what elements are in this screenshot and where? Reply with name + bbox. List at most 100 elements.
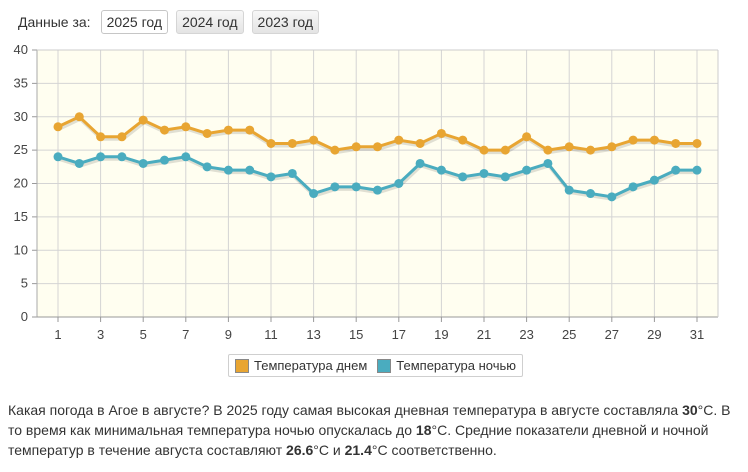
point-night xyxy=(160,155,169,165)
point-day xyxy=(436,128,446,138)
point-night xyxy=(96,152,106,162)
point-night xyxy=(117,152,127,162)
y-tick-label: 5 xyxy=(21,276,28,291)
legend-item-night[interactable]: Температура ночью xyxy=(377,358,516,373)
desc-part-1: Какая погода в Агое в августе? В 2025 го… xyxy=(8,402,683,418)
point-day xyxy=(117,132,127,142)
desc-avg-day: 26.6 xyxy=(286,442,314,458)
point-day xyxy=(479,145,489,155)
legend-item-day[interactable]: Температура днем xyxy=(235,358,367,373)
x-tick-label: 23 xyxy=(519,327,533,342)
x-tick-label: 15 xyxy=(349,327,363,342)
x-tick-label: 21 xyxy=(477,327,491,342)
point-night xyxy=(586,189,595,199)
point-night xyxy=(223,165,233,175)
point-day xyxy=(543,145,553,155)
y-tick-label: 35 xyxy=(14,75,28,90)
point-day xyxy=(309,135,319,145)
point-night xyxy=(607,192,617,202)
point-day xyxy=(607,142,617,152)
weather-description: Какая погода в Агое в августе? В 2025 го… xyxy=(8,400,738,460)
point-night xyxy=(564,185,574,195)
point-day xyxy=(287,138,297,148)
point-day xyxy=(181,122,191,132)
y-tick-label: 0 xyxy=(21,309,28,324)
legend-label-night: Температура ночью xyxy=(396,358,517,373)
point-night xyxy=(245,165,255,175)
point-night xyxy=(394,179,404,188)
point-night xyxy=(671,165,681,175)
y-tick-label: 10 xyxy=(14,242,28,257)
point-day xyxy=(266,138,276,148)
point-day xyxy=(394,135,404,145)
y-tick-label: 15 xyxy=(14,209,28,224)
x-tick-label: 1 xyxy=(54,327,61,342)
point-day xyxy=(160,125,169,135)
point-day xyxy=(96,132,106,142)
point-day xyxy=(649,135,659,145)
point-day xyxy=(500,145,510,155)
desc-part-5: °C соответственно. xyxy=(371,442,497,458)
x-tick-label: 17 xyxy=(392,327,406,342)
point-night xyxy=(415,158,425,168)
y-tick-label: 40 xyxy=(14,42,28,57)
legend-swatch-day xyxy=(235,358,249,373)
point-day xyxy=(692,138,702,148)
y-tick-label: 25 xyxy=(14,142,28,157)
chart-legend: Температура днем Температура ночью xyxy=(228,354,524,377)
point-day xyxy=(223,125,233,135)
point-day xyxy=(458,135,468,145)
point-day xyxy=(351,142,361,152)
point-day xyxy=(671,138,681,148)
point-day xyxy=(53,122,63,132)
point-day xyxy=(522,132,532,142)
point-night xyxy=(436,165,446,175)
point-night xyxy=(479,168,489,178)
point-night xyxy=(202,162,212,172)
x-tick-label: 25 xyxy=(562,327,576,342)
point-night xyxy=(266,172,276,182)
legend-label-day: Температура днем xyxy=(254,358,368,373)
point-day xyxy=(628,135,638,145)
desc-part-2: °C. В то время как минимальная температу… xyxy=(8,402,731,438)
point-day xyxy=(245,125,255,135)
year-selector-label: Данные за: xyxy=(18,14,91,30)
point-night xyxy=(458,172,468,182)
point-night xyxy=(500,172,510,182)
point-day xyxy=(564,142,574,152)
point-night xyxy=(287,168,297,178)
year-2025-button[interactable]: 2025 год xyxy=(100,10,169,34)
x-tick-label: 31 xyxy=(690,327,704,342)
point-day xyxy=(586,145,595,155)
point-night xyxy=(181,152,191,162)
point-night xyxy=(138,158,148,168)
desc-part-4: °C и xyxy=(313,442,345,458)
point-day xyxy=(373,142,382,152)
desc-min-night: 18 xyxy=(415,422,432,438)
point-night xyxy=(649,175,659,185)
year-2024-button[interactable]: 2024 год xyxy=(176,10,244,34)
year-2023-button[interactable]: 2023 год xyxy=(251,10,320,34)
point-night xyxy=(53,152,63,162)
x-tick-label: 7 xyxy=(182,327,189,342)
point-night xyxy=(543,158,553,168)
year-selector: Данные за: 2025 год 2024 год 2023 год xyxy=(18,10,320,34)
point-day xyxy=(415,138,425,148)
x-tick-label: 5 xyxy=(140,327,147,342)
point-night xyxy=(309,189,319,199)
point-night xyxy=(692,165,702,175)
x-tick-label: 27 xyxy=(605,327,619,342)
point-night xyxy=(74,158,84,168)
desc-avg-night: 21.4 xyxy=(344,442,372,458)
point-night xyxy=(351,182,361,192)
point-night xyxy=(373,185,382,195)
desc-part-3: °C. Средние показатели дневной и ночной … xyxy=(8,422,709,458)
desc-max-day: 30 xyxy=(682,402,698,418)
y-tick-label: 20 xyxy=(14,176,28,191)
point-day xyxy=(138,115,148,125)
x-tick-label: 3 xyxy=(97,327,104,342)
legend-swatch-night xyxy=(377,358,392,373)
x-tick-label: 13 xyxy=(306,327,320,342)
x-tick-label: 29 xyxy=(647,327,661,342)
